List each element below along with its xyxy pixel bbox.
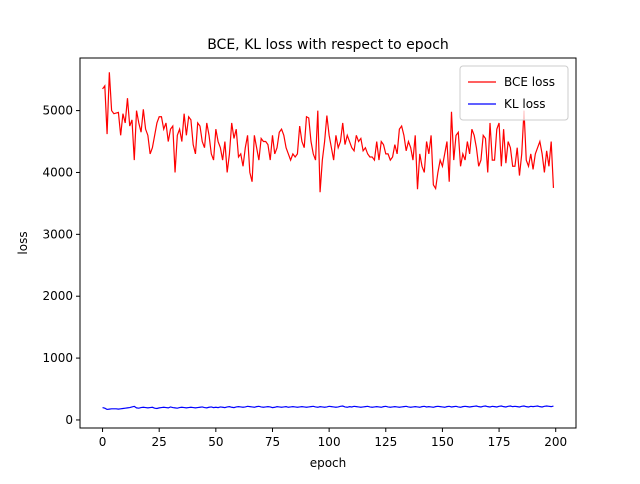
x-tick-label: 150 xyxy=(431,435,454,449)
x-tick-label: 25 xyxy=(152,435,167,449)
legend-box xyxy=(459,65,569,121)
legend: BCE loss KL loss xyxy=(459,65,569,121)
chart-title: BCE, KL loss with respect to epoch xyxy=(207,37,449,53)
y-axis-label: loss xyxy=(16,231,30,254)
y-tick-label: 0 xyxy=(65,413,73,427)
y-tick-label: 2000 xyxy=(42,289,73,303)
data-line xyxy=(102,405,554,411)
y-tick-label: 4000 xyxy=(42,165,73,179)
legend-label: KL loss xyxy=(504,97,546,111)
x-tick-label: 0 xyxy=(99,435,107,449)
y-tick-label: 1000 xyxy=(42,351,73,365)
x-tick-label: 200 xyxy=(544,435,567,449)
y-tick-label: 5000 xyxy=(42,104,73,118)
axes-frame xyxy=(79,57,577,429)
x-tick-label: 100 xyxy=(318,435,341,449)
x-tick-label: 75 xyxy=(265,435,280,449)
x-tick-label: 175 xyxy=(488,435,511,449)
data-line xyxy=(102,72,555,193)
x-tick-label: 50 xyxy=(208,435,223,449)
y-tick-label: 3000 xyxy=(42,227,73,241)
legend-label: BCE loss xyxy=(504,75,555,89)
x-axis-label: epoch xyxy=(310,456,347,470)
x-tick-label: 125 xyxy=(374,435,397,449)
